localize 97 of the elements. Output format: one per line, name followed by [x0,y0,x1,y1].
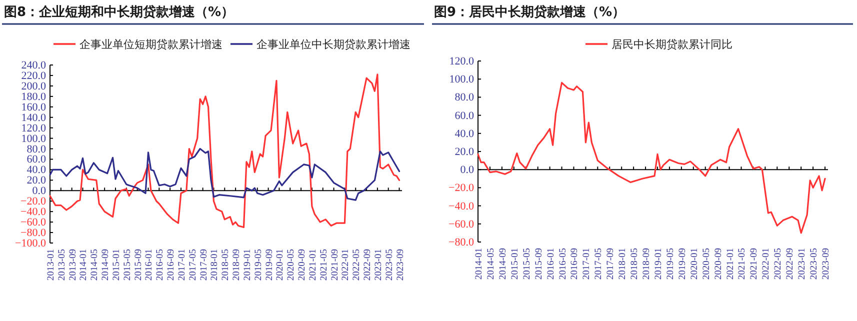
y-tick-label: −20.0 [448,182,474,194]
x-tick-label: 2020-05 [702,248,712,280]
x-tick-label: 2018-09 [232,248,242,281]
y-tick-label: −80.0 [448,236,474,248]
y-tick-label: 40.0 [26,164,46,176]
x-tick-label: 2021-05 [738,248,748,280]
y-tick-label: 100.0 [21,132,46,145]
x-tick-label: 2021-09 [330,248,340,281]
x-tick-label: 2018-05 [630,248,640,280]
y-tick-label: −100.0 [15,238,46,250]
x-tick-label: 2022-09 [786,248,796,280]
x-tick-label: 2014-01 [474,248,484,280]
x-tick-label: 2022-01 [762,248,772,280]
x-tick-label: 2017-09 [199,248,210,281]
x-tick-label: 2013-05 [57,248,68,281]
y-tick-label: −60.0 [20,216,46,229]
x-tick-label: 2020-09 [714,248,724,280]
y-tick-label: 200.0 [21,80,46,92]
legend-label: 居民中长期贷款累计同比 [612,38,732,51]
x-tick-label: 2018-01 [210,248,220,281]
y-tick-label: 160.0 [21,101,46,114]
x-tick-label: 2017-09 [606,248,616,280]
x-tick-label: 2018-09 [642,248,652,280]
x-tick-label: 2014-09 [101,248,112,281]
x-tick-label: 2020-01 [276,248,286,281]
x-tick-label: 2013-01 [46,248,56,281]
x-tick-label: 2016-09 [166,248,177,281]
y-tick-label: 80.0 [454,92,474,104]
x-tick-label: 2016-01 [546,248,556,280]
x-tick-label: 2021-01 [308,248,318,281]
x-tick-label: 2016-05 [558,248,568,280]
y-tick-label: −40.0 [448,200,474,212]
x-tick-label: 2019-05 [666,248,676,280]
y-tick-label: 0.0 [32,185,46,198]
y-tick-label: 60.0 [26,154,46,166]
x-tick-label: 2018-01 [618,248,628,280]
x-tick-label: 2013-09 [68,248,78,281]
y-tick-label: 20.0 [454,146,474,158]
y-tick-label: −60.0 [448,218,474,230]
y-tick-label: 180.0 [21,90,46,103]
x-tick-label: 2014-05 [90,248,100,281]
x-tick-label: 2016-09 [570,248,580,280]
x-tick-label: 2023-01 [798,248,808,280]
x-tick-label: 2016-05 [156,248,166,281]
x-tick-label: 2015-05 [122,248,133,281]
x-tick-label: 2023-05 [384,248,395,281]
chart-title: 图9：居民中长期贷款增速（%） [434,4,626,20]
x-tick-label: 2017-01 [582,248,592,280]
x-tick-label: 2015-09 [134,248,144,281]
y-tick-label: 60.0 [454,110,474,122]
legend-label: 企事业单位中长期贷款累计增速 [256,38,410,51]
y-tick-label: −80.0 [20,227,46,240]
x-tick-label: 2022-01 [341,248,352,281]
x-tick-label: 2015-05 [522,248,532,280]
x-tick-label: 2014-09 [498,248,508,280]
y-tick-label: −40.0 [20,206,46,218]
x-tick-label: 2017-05 [188,248,198,281]
x-tick-label: 2023-09 [396,248,406,281]
x-tick-label: 2022-09 [363,248,374,281]
x-tick-label: 2023-09 [822,248,832,280]
y-tick-label: 40.0 [454,128,474,140]
x-tick-label: 2018-05 [221,248,232,281]
x-tick-label: 2023-05 [810,248,820,280]
x-tick-label: 2017-05 [594,248,604,280]
x-tick-label: 2019-01 [654,248,664,280]
x-tick-label: 2019-05 [254,248,264,281]
x-tick-label: 2015-01 [510,248,520,280]
x-tick-label: 2015-09 [534,248,544,280]
legend-label: 企事业单位短期贷款累计增速 [80,38,222,51]
x-tick-label: 2021-01 [726,248,736,280]
x-tick-label: 2015-01 [112,248,122,281]
x-tick-label: 2022-05 [774,248,784,280]
chart-title: 图8：企业短期和中长期贷款增速（%） [4,4,234,20]
y-tick-label: 80.0 [26,143,46,156]
x-tick-label: 2020-05 [286,248,297,281]
x-tick-label: 2014-05 [486,248,496,280]
x-tick-label: 2020-01 [690,248,700,280]
x-tick-label: 2023-01 [374,248,384,281]
y-tick-label: 120.0 [449,56,474,68]
y-tick-label: 120.0 [21,122,46,134]
y-tick-label: 100.0 [449,74,474,86]
x-tick-label: 2019-01 [242,248,253,281]
y-tick-label: 240.0 [21,60,46,72]
x-tick-label: 2017-01 [177,248,188,281]
x-tick-label: 2016-01 [144,248,155,281]
y-tick-label: 140.0 [21,112,46,124]
x-tick-label: 2022-05 [352,248,362,281]
y-tick-label: 220.0 [21,70,46,82]
x-tick-label: 2019-09 [678,248,688,280]
y-tick-label: 0.0 [460,164,474,176]
x-tick-label: 2021-05 [319,248,330,281]
y-tick-label: 20.0 [26,174,46,187]
x-tick-label: 2021-09 [750,248,760,280]
x-tick-label: 2019-09 [264,248,275,281]
x-tick-label: 2014-01 [79,248,90,281]
y-tick-label: −20.0 [20,196,46,208]
x-tick-label: 2020-09 [298,248,308,281]
